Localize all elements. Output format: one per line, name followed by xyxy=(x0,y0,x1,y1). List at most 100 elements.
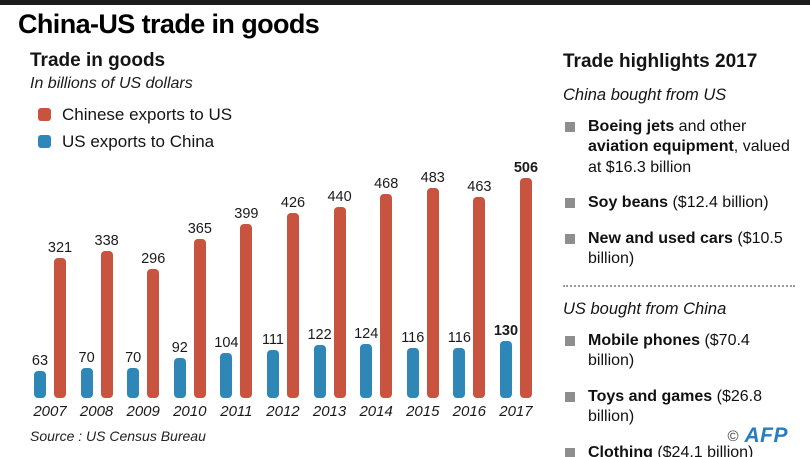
bar-group: 63 321 2007 xyxy=(30,159,73,420)
bar-pair: 116 483 xyxy=(401,159,445,398)
bar-group: 116 463 2016 xyxy=(447,159,492,420)
bar-pair: 63 321 xyxy=(30,159,73,398)
year-label: 2011 xyxy=(220,402,253,420)
highlights-section-heading: US bought from China xyxy=(563,299,727,318)
bar-value-label: 130 xyxy=(493,322,519,339)
bar-wrap: 426 xyxy=(280,194,306,398)
bar-wrap: 70 xyxy=(77,350,97,398)
bar xyxy=(360,343,373,398)
highlights-sections: China bought from US Boeing jets and othe… xyxy=(563,86,795,457)
afp-logo: AFP xyxy=(744,424,788,447)
bar-wrap: 463 xyxy=(467,178,492,398)
bar-pair: 130 506 xyxy=(493,159,538,398)
chart-legend: Chinese exports to US US exports to China xyxy=(38,105,542,152)
highlights-title: Trade highlights 2017 xyxy=(563,51,758,72)
bar-wrap: 399 xyxy=(234,205,259,398)
bar-wrap: 104 xyxy=(214,334,239,398)
bar-wrap: 321 xyxy=(47,239,73,398)
highlight-text: Soy beans ($12.4 billion) xyxy=(588,194,769,212)
year-label: 2009 xyxy=(126,402,160,420)
bullet-square-icon xyxy=(565,122,575,132)
bar xyxy=(193,238,206,398)
bar-value-label: 296 xyxy=(141,250,166,267)
bar-wrap: 468 xyxy=(374,175,399,398)
bar-value-label: 468 xyxy=(374,175,399,192)
legend-label: US exports to China xyxy=(62,131,215,151)
bar-pair: 92 365 xyxy=(170,159,212,398)
chart-title: Trade in goods xyxy=(30,50,166,71)
highlight-text: Boeing jets and other aviation equipment… xyxy=(588,118,790,176)
source-note: Source : US Census Bureau xyxy=(30,428,206,444)
bar-pair: 116 463 xyxy=(447,159,492,398)
bar-groups: 63 321 2007 70 338 2008 70 296 2009 92 365 2010 104 3… xyxy=(30,159,538,420)
legend-item: Chinese exports to US xyxy=(38,105,542,125)
bar-group: 111 426 2012 xyxy=(261,159,306,420)
bar-wrap: 122 xyxy=(307,327,332,398)
highlight-item: Boeing jets and other aviation equipment… xyxy=(563,117,795,178)
bar xyxy=(34,370,46,398)
bar xyxy=(220,352,233,398)
bar-value-label: 440 xyxy=(327,188,352,205)
chart-column: Trade in goods In billions of US dollars… xyxy=(30,50,542,420)
chart-subtitle: In billions of US dollars xyxy=(30,74,193,92)
bar-pair: 111 426 xyxy=(261,159,306,398)
bar-wrap: 63 xyxy=(30,353,50,398)
highlight-item: Soy beans ($12.4 billion) xyxy=(563,193,795,213)
year-label: 2014 xyxy=(359,402,393,420)
bar xyxy=(499,340,512,398)
bar-pair: 70 338 xyxy=(77,159,119,398)
bar-value-label: 111 xyxy=(261,331,284,348)
bar-value-label: 338 xyxy=(94,232,119,249)
bar xyxy=(173,357,186,398)
legend-swatch xyxy=(38,135,51,149)
bar-group: 124 468 2014 xyxy=(354,159,399,420)
bar-group: 122 440 2013 xyxy=(307,159,352,420)
bar-value-label: 116 xyxy=(401,329,425,346)
bar-value-label: 426 xyxy=(280,194,306,211)
dotted-divider xyxy=(563,284,795,287)
highlight-text: New and used cars ($10.5 billion) xyxy=(588,229,783,268)
page-title: China-US trade in goods xyxy=(18,9,320,39)
bar-chart: 63 321 2007 70 338 2008 70 296 2009 92 365 2010 104 3… xyxy=(30,159,538,420)
bar-wrap: 506 xyxy=(514,160,538,398)
bar-wrap: 111 xyxy=(261,331,284,398)
bar-wrap: 296 xyxy=(141,250,166,398)
bar-value-label: 321 xyxy=(47,239,73,256)
bar xyxy=(473,196,486,398)
bar xyxy=(380,193,393,398)
bar-pair: 124 468 xyxy=(354,159,399,398)
bar xyxy=(100,250,113,398)
bar-wrap: 70 xyxy=(123,350,143,398)
year-label: 2013 xyxy=(312,402,347,420)
bar-value-label: 399 xyxy=(234,205,259,222)
bar-group: 104 399 2011 xyxy=(214,159,259,420)
highlight-item: New and used cars ($10.5 billion) xyxy=(563,229,795,270)
bullet-square-icon xyxy=(565,447,575,457)
bar-wrap: 116 xyxy=(401,329,425,398)
bar-value-label: 104 xyxy=(214,334,239,351)
year-label: 2008 xyxy=(79,402,114,420)
bar-wrap: 116 xyxy=(447,329,471,398)
bar xyxy=(54,257,66,398)
bar xyxy=(406,347,419,398)
bar xyxy=(426,187,439,398)
bar-wrap: 440 xyxy=(327,188,352,398)
bar xyxy=(147,268,160,398)
highlight-item: Toys and games ($26.8 billion) xyxy=(563,387,795,428)
bar-group: 70 296 2009 xyxy=(123,159,166,420)
year-label: 2017 xyxy=(499,402,533,420)
bar-value-label: 463 xyxy=(467,178,492,195)
bar xyxy=(519,177,532,398)
legend-label: Chinese exports to US xyxy=(62,104,233,124)
year-label: 2007 xyxy=(33,402,67,420)
copyright-icon: © xyxy=(727,427,739,445)
bar xyxy=(266,349,279,398)
bar-value-label: 116 xyxy=(447,329,471,346)
bar-value-label: 92 xyxy=(171,339,188,356)
year-label: 2012 xyxy=(266,402,300,420)
bar-group: 70 338 2008 xyxy=(77,159,119,420)
bar-wrap: 124 xyxy=(354,326,378,398)
afp-credit: © AFP xyxy=(727,424,788,448)
bar-wrap: 483 xyxy=(421,170,445,398)
